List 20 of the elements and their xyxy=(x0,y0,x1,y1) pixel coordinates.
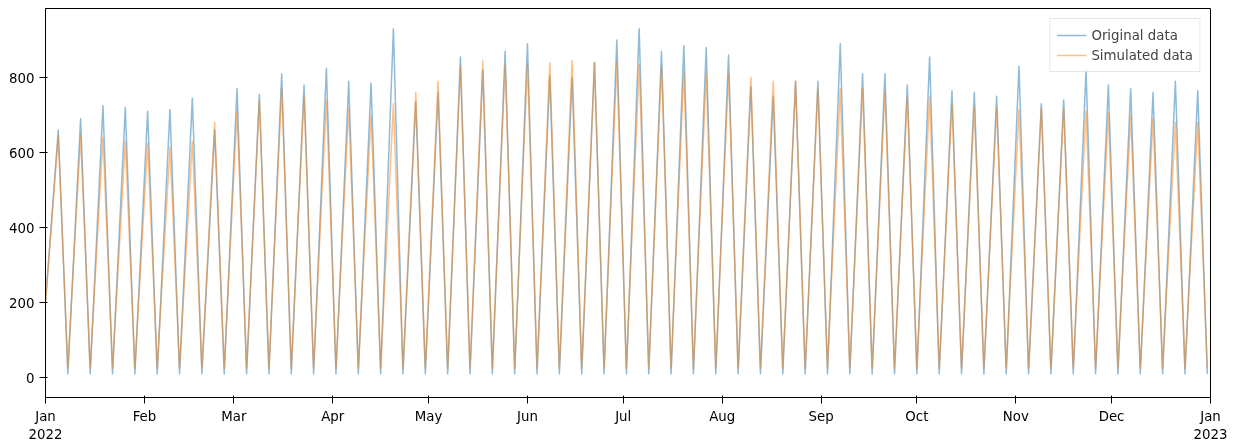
x-tick-label: Feb xyxy=(132,408,157,424)
x-tick-label: Jun xyxy=(516,408,538,424)
x-tick-label: Mar xyxy=(221,408,247,424)
x-tick-label: Nov xyxy=(1002,408,1029,424)
x-tick-label: Dec xyxy=(1098,408,1125,424)
legend-label: Original data xyxy=(1091,27,1178,43)
x-tick-label: Jan 2023 xyxy=(1193,408,1228,442)
x-tick-label: Apr xyxy=(321,408,345,424)
y-tick-label: 800 xyxy=(9,70,35,86)
y-tick-label: 400 xyxy=(9,220,35,236)
x-tick-label: Oct xyxy=(905,408,929,424)
x-tick-label: Jan 2022 xyxy=(28,408,63,442)
y-tick-label: 600 xyxy=(9,145,35,161)
y-tick-label: 200 xyxy=(9,295,35,311)
x-tick-label: Aug xyxy=(709,408,736,424)
x-tick-label: Sep xyxy=(808,408,834,424)
legend-label: Simulated data xyxy=(1091,47,1193,63)
x-tick-label: Jul xyxy=(614,408,632,424)
x-tick-label: May xyxy=(414,408,443,424)
y-tick-label: 0 xyxy=(26,370,35,386)
